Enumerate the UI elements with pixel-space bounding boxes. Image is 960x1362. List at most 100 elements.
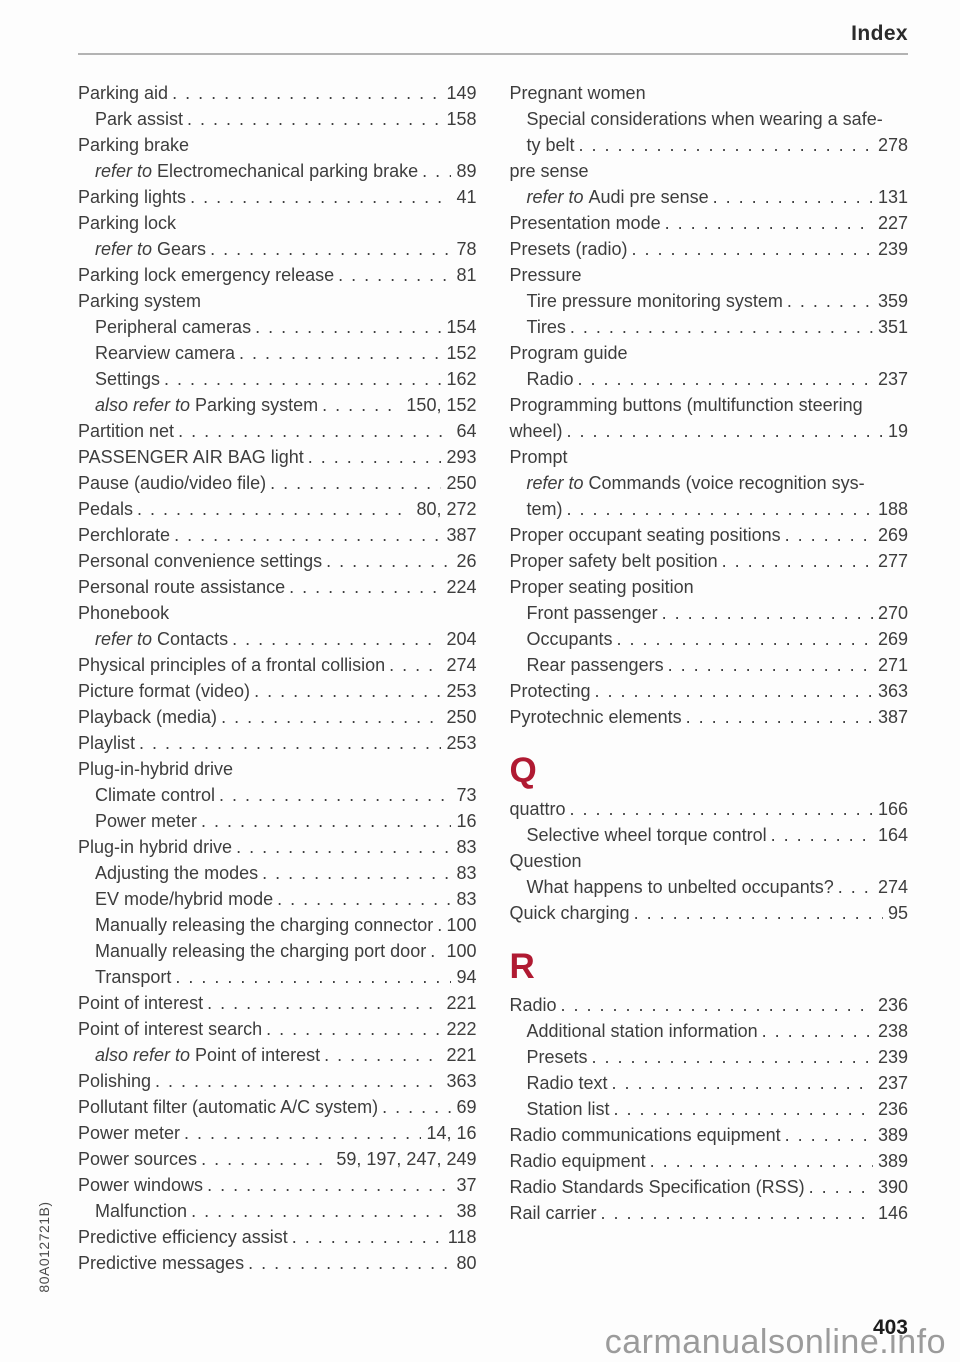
page-reference: 236 [877, 995, 908, 1015]
page-reference: 100 [446, 915, 477, 935]
dot-leader [665, 210, 873, 236]
entry-text: Manually releasing the charging connecto… [95, 915, 434, 935]
index-entry: Presets 239 [510, 1044, 909, 1070]
page-reference: 389 [877, 1151, 908, 1171]
index-entry: Additional station information 238 [510, 1018, 909, 1044]
page-reference: 253 [446, 733, 477, 753]
index-entry: Parking lock emergency release 81 [78, 262, 477, 288]
page-reference: 162 [446, 369, 477, 389]
index-entry: Power windows 37 [78, 1172, 477, 1198]
dot-leader [601, 1200, 873, 1226]
dot-leader [713, 184, 873, 210]
entry-text: Settings [95, 369, 161, 389]
entry-text: Radio Standards Specification (RSS) [509, 1177, 805, 1197]
entry-label: Parking lock [78, 210, 176, 236]
entry-text: Tire pressure monitoring system [526, 291, 783, 311]
page-reference: 26 [456, 551, 477, 571]
dot-leader [190, 184, 451, 210]
entry-label: Manually releasing the charging connecto… [95, 912, 433, 938]
entry-label: refer to Audi pre sense [527, 184, 709, 210]
entry-text: Radio text [526, 1073, 608, 1093]
page-reference: 94 [456, 967, 477, 987]
index-entry: Power meter 14, 16 [78, 1120, 477, 1146]
watermark: carmanualsonline.info [604, 1323, 946, 1361]
page-reference: 237 [877, 369, 908, 389]
dot-leader [567, 496, 873, 522]
entry-label: also refer to Point of interest [95, 1042, 320, 1068]
page-reference: 239 [877, 239, 908, 259]
entry-label: refer to Gears [95, 236, 206, 262]
dot-leader [178, 418, 451, 444]
index-entry: Program guide [510, 340, 909, 366]
index-entry: Partition net 64 [78, 418, 477, 444]
entry-label: Station list [527, 1096, 610, 1122]
entry-label: Pregnant women [510, 80, 646, 106]
dot-leader [338, 262, 451, 288]
index-entry: Rearview camera 152 [78, 340, 477, 366]
index-entry: Radio 237 [510, 366, 909, 392]
page-reference: 271 [877, 655, 908, 675]
entry-label: Radio Standards Specification (RSS) [510, 1174, 805, 1200]
dot-leader [570, 314, 873, 340]
entry-label: PASSENGER AIR BAG light [78, 444, 304, 470]
index-entry: Pyrotechnic elements 387 [510, 704, 909, 730]
entry-label: Prompt [510, 444, 568, 470]
entry-text: Pause (audio/video file) [78, 473, 267, 493]
entry-label: Personal route assistance [78, 574, 285, 600]
entry-text: pre sense [509, 161, 589, 181]
entry-label: Transport [95, 964, 171, 990]
dot-leader [567, 418, 883, 444]
header-rule [78, 53, 908, 55]
page-reference: 269 [877, 629, 908, 649]
dot-leader [686, 704, 873, 730]
index-entry: Predictive messages 80 [78, 1250, 477, 1276]
entry-label: Presentation mode [510, 210, 661, 236]
entry-text: Rearview camera [95, 343, 236, 363]
entry-label: Predictive messages [78, 1250, 244, 1276]
index-entry: Presentation mode 227 [510, 210, 909, 236]
index-columns: Parking aid 149 Park assist 158 Parking brak… [78, 80, 908, 1276]
entry-text: Question [509, 851, 582, 871]
dot-leader [308, 444, 442, 470]
entry-label: Radio text [527, 1070, 608, 1096]
entry-label: Phonebook [78, 600, 169, 626]
index-entry: also refer to Parking system 150, 152 [78, 392, 477, 418]
dot-leader [207, 990, 441, 1016]
index-entry: Programming buttons (multifunction steer… [510, 392, 909, 418]
page-reference: 164 [877, 825, 908, 845]
index-entry: Plug-in-hybrid drive [78, 756, 477, 782]
page-reference: 80, 272 [416, 499, 477, 519]
entry-text: Point of interest [195, 1045, 321, 1065]
entry-label: Parking brake [78, 132, 189, 158]
index-entry: Adjusting the modes 83 [78, 860, 477, 886]
entry-text: Prompt [509, 447, 568, 467]
entry-text: Rail carrier [509, 1203, 597, 1223]
index-entry: Malfunction 38 [78, 1198, 477, 1224]
entry-text: Power meter [95, 811, 198, 831]
page-reference: 237 [877, 1073, 908, 1093]
entry-text: Radio [509, 995, 557, 1015]
entry-text: Occupants [526, 629, 613, 649]
dot-leader [838, 874, 873, 900]
index-entry: Parking lights 41 [78, 184, 477, 210]
index-entry: refer to Commands (voice recognition sys… [510, 470, 909, 496]
document-code: 80A012721B) [36, 1201, 52, 1293]
entry-text: Radio equipment [509, 1151, 646, 1171]
index-entry: Presets (radio) 239 [510, 236, 909, 262]
entry-label: Front passenger [527, 600, 658, 626]
index-entry: Picture format (video) 253 [78, 678, 477, 704]
index-entry: Proper safety belt position 277 [510, 548, 909, 574]
entry-label: Playback (media) [78, 704, 217, 730]
dot-leader [382, 1094, 451, 1120]
dot-leader [262, 860, 451, 886]
dot-leader [579, 132, 873, 158]
page-reference: 188 [877, 499, 908, 519]
entry-text: Physical principles of a frontal collisi… [78, 655, 386, 675]
section-letter: R [509, 947, 535, 986]
dot-leader [595, 678, 873, 704]
dot-leader [634, 900, 883, 926]
index-entry: Plug-in hybrid drive 83 [78, 834, 477, 860]
page-reference: 222 [446, 1019, 477, 1039]
entry-label: Radio [510, 992, 557, 1018]
index-entry: also refer to Point of interest 221 [78, 1042, 477, 1068]
